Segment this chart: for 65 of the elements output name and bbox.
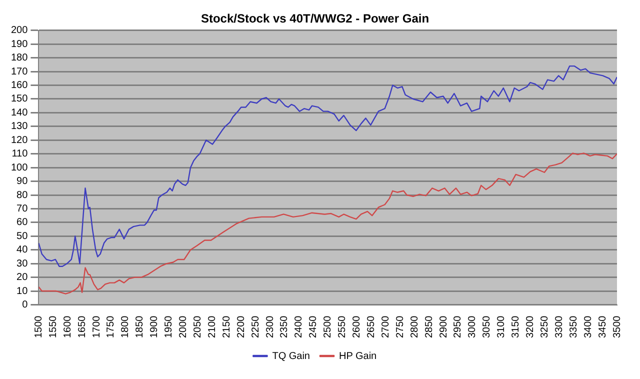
x-tick-label: 2950 bbox=[452, 315, 464, 338]
y-tick-label: 40 bbox=[16, 244, 28, 256]
x-tick-label: 3000 bbox=[467, 315, 478, 338]
x-tick-label: 2550 bbox=[337, 315, 348, 338]
y-tick-label: 90 bbox=[16, 176, 28, 188]
y-tick-label: 200 bbox=[10, 25, 28, 36]
x-tick-label: 3300 bbox=[554, 315, 565, 338]
x-tick-label: 2750 bbox=[394, 315, 406, 338]
y-tick-label: 170 bbox=[10, 66, 28, 78]
y-tick-label: 80 bbox=[16, 190, 28, 201]
x-tick-label: 3350 bbox=[568, 315, 580, 338]
y-tick-label: 110 bbox=[12, 148, 28, 160]
y-tick-label: 130 bbox=[10, 121, 28, 132]
x-tick-label: 2900 bbox=[438, 315, 450, 338]
x-tick-label: 2600 bbox=[352, 315, 363, 338]
y-tick-label: 180 bbox=[10, 52, 28, 64]
x-tick-label: 2000 bbox=[178, 315, 190, 338]
y-tick-label: 0 bbox=[22, 300, 28, 311]
x-tick-label: 1950 bbox=[164, 315, 175, 338]
x-tick-label: 3450 bbox=[597, 315, 608, 338]
y-tick-label: 10 bbox=[16, 286, 28, 297]
x-tick-label: 3050 bbox=[482, 315, 493, 338]
x-tick-label: 1750 bbox=[106, 315, 117, 338]
x-tick-label: 2300 bbox=[264, 315, 276, 338]
x-tick-label: 2700 bbox=[380, 315, 392, 338]
x-tick-label: 2450 bbox=[308, 315, 320, 338]
y-tick-label: 100 bbox=[10, 162, 28, 174]
x-tick-label: 1850 bbox=[134, 315, 146, 338]
y-tick-label: 150 bbox=[10, 94, 28, 105]
x-tick-label: 3200 bbox=[525, 315, 536, 338]
x-tick-label: 2650 bbox=[366, 315, 377, 338]
x-tick-label: 2100 bbox=[206, 315, 218, 338]
legend-label: TQ Gain bbox=[272, 350, 310, 362]
y-tick-label: 140 bbox=[10, 107, 28, 118]
x-tick-label: 1700 bbox=[91, 315, 102, 338]
x-tick-label: 2800 bbox=[409, 315, 420, 338]
x-tick-label: 1800 bbox=[120, 315, 132, 338]
y-tick-label: 20 bbox=[16, 272, 28, 284]
x-tick-label: 3100 bbox=[496, 315, 508, 338]
x-tick-label: 1600 bbox=[62, 315, 74, 338]
legend-label: HP Gain bbox=[339, 350, 377, 362]
x-tick-label: 2150 bbox=[221, 315, 232, 338]
x-tick-label: 2350 bbox=[279, 315, 290, 338]
x-tick-label: 2050 bbox=[192, 315, 204, 338]
chart-title: Stock/Stock vs 40T/WWG2 - Power Gain bbox=[200, 12, 430, 26]
y-tick-label: 190 bbox=[10, 38, 28, 50]
x-tick-label: 1500 bbox=[33, 315, 44, 338]
x-tick-label: 3150 bbox=[510, 315, 522, 338]
x-tick-label: 1650 bbox=[76, 315, 88, 338]
y-tick-label: 50 bbox=[16, 230, 28, 242]
x-tick-label: 2850 bbox=[424, 315, 435, 338]
y-tick-label: 60 bbox=[16, 217, 28, 228]
x-tick-label: 2200 bbox=[236, 315, 247, 338]
x-tick-label: 2250 bbox=[250, 315, 262, 338]
x-tick-label: 1900 bbox=[149, 315, 160, 338]
x-tick-label: 1550 bbox=[48, 315, 59, 338]
y-tick-label: 120 bbox=[10, 134, 28, 146]
x-tick-label: 3400 bbox=[582, 315, 594, 338]
y-tick-label: 70 bbox=[16, 203, 28, 214]
x-tick-label: 3250 bbox=[539, 315, 550, 338]
x-tick-label: 3500 bbox=[612, 315, 623, 338]
x-tick-label: 2400 bbox=[294, 315, 305, 338]
y-tick-label: 160 bbox=[10, 80, 28, 92]
y-tick-label: 30 bbox=[16, 258, 28, 270]
x-tick-label: 2500 bbox=[322, 315, 334, 338]
